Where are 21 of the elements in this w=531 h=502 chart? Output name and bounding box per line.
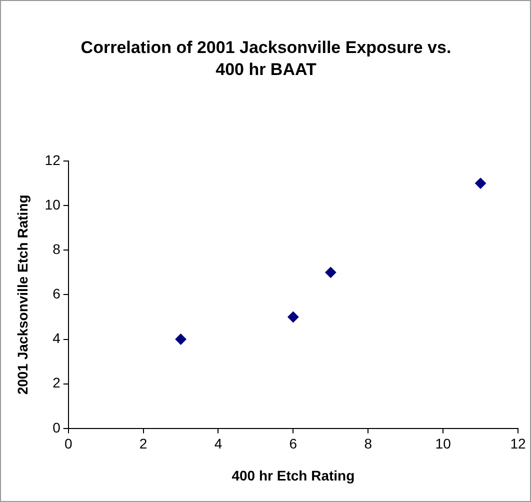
y-tick-label: 8 xyxy=(52,240,61,257)
x-tick-label: 10 xyxy=(435,436,452,452)
x-axis-title: 400 hr Etch Rating xyxy=(232,467,355,484)
y-tick-label: 4 xyxy=(52,330,61,346)
y-axis-title: 2001 Jacksonville Etch Rating xyxy=(14,194,30,395)
x-tick-label: 2 xyxy=(139,436,148,452)
y-tick-label: 6 xyxy=(52,286,61,302)
chart-title: Correlation of 2001 Jacksonville Exposure vs. 400 hr BAAT xyxy=(80,37,452,81)
y-tick-label: 0 xyxy=(52,419,61,436)
point xyxy=(288,311,299,322)
y-tick-label: 10 xyxy=(44,196,61,212)
x-tick-label: 12 xyxy=(510,436,526,452)
x-tick-label: 0 xyxy=(64,436,72,452)
point xyxy=(325,266,336,278)
y-tick-label: 12 xyxy=(44,152,61,168)
y-tick-label: 2 xyxy=(52,374,61,391)
x-tick-label: 4 xyxy=(214,436,222,452)
x-tick-label: 6 xyxy=(289,436,298,452)
point xyxy=(175,334,186,345)
point xyxy=(475,178,486,189)
x-tick-label: 8 xyxy=(364,436,372,452)
